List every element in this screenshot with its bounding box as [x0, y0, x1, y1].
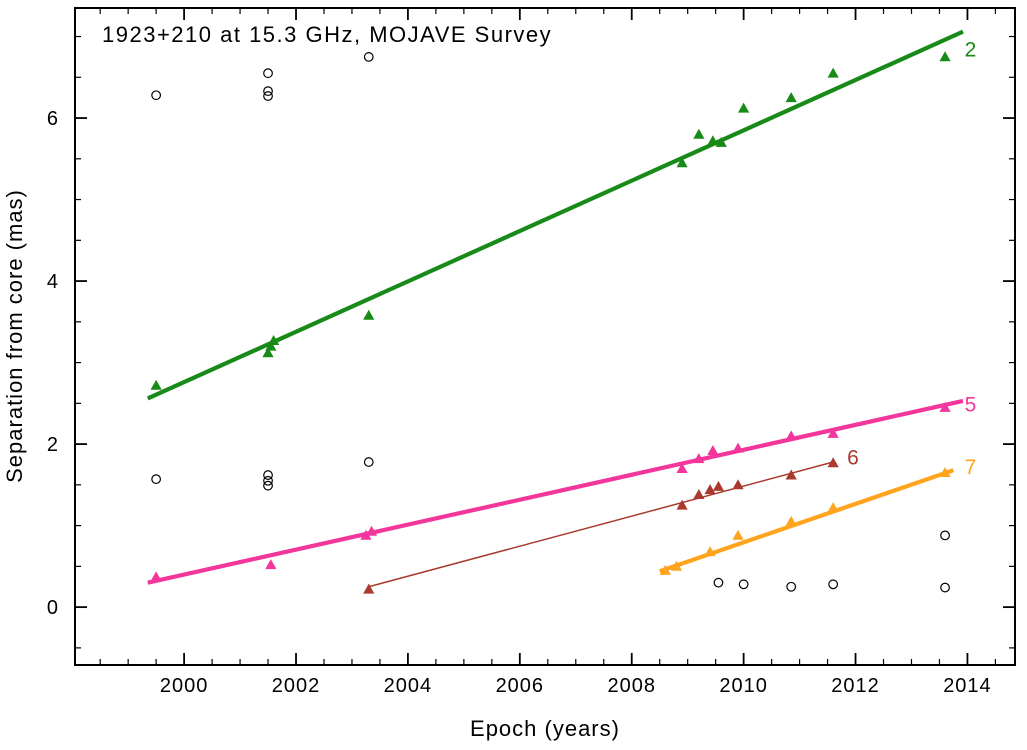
series-5-point — [939, 401, 951, 412]
series-5-point — [732, 442, 744, 453]
series-6-point — [693, 489, 705, 500]
series-6-point — [363, 583, 375, 594]
x-axis-label: Epoch (years) — [470, 716, 620, 741]
plot-area: 2000 2002 2004 2006 2008 2010 2012 2014 0 2 4 6 2 5 6 7 — [47, 7, 1016, 697]
series-6-point — [785, 469, 797, 480]
y-tick-labels: 0 2 4 6 — [47, 108, 59, 619]
series-5-point — [150, 571, 162, 582]
unidentified-point — [263, 91, 273, 101]
series-5-point — [676, 462, 688, 473]
unidentified-point — [713, 577, 724, 588]
x-tick-label: 2002 — [272, 675, 321, 697]
series-2-fitline — [146, 29, 964, 401]
series-2-point — [262, 347, 274, 358]
chart-title: 1923+210 at 15.3 GHz, MOJAVE Survey — [102, 22, 552, 47]
series-2-point — [268, 334, 280, 345]
series-6-point — [676, 499, 688, 510]
series-2-point — [715, 136, 727, 147]
series-6-group: 6 — [363, 446, 859, 594]
y-tick-label: 0 — [47, 597, 59, 619]
unidentified-point — [263, 68, 273, 79]
unidentified-point — [151, 90, 162, 101]
unidentified-point — [363, 457, 374, 467]
x-tick-label: 2008 — [607, 675, 656, 697]
series-5-point — [827, 427, 839, 438]
unidentified-point — [263, 475, 273, 486]
series-2-point — [693, 128, 705, 139]
series-7-point — [659, 564, 671, 575]
unidentified-point — [151, 474, 162, 485]
unidentified-point — [263, 86, 273, 97]
x-tick-label: 2012 — [831, 675, 880, 697]
series-6-point — [704, 484, 716, 495]
y-tick-label: 4 — [47, 271, 59, 293]
series-2-point — [363, 309, 375, 320]
series-2-point — [827, 67, 839, 78]
series-7-group: 7 — [659, 456, 977, 575]
unidentified-point — [786, 581, 797, 592]
series-7-label: 7 — [965, 456, 977, 479]
unidentified-point — [738, 579, 749, 590]
series-2-point — [150, 379, 162, 390]
series-7-point — [827, 502, 839, 513]
unidentified-point — [828, 579, 839, 590]
x-tick-labels: 2000 2002 2004 2006 2008 2010 2012 2014 — [160, 675, 992, 697]
series-2-point — [939, 51, 951, 62]
y-axis-label: Separation from core (mas) — [2, 189, 27, 483]
series-5-point — [365, 525, 378, 536]
series-7-point — [704, 546, 716, 557]
series-2-point — [738, 102, 750, 113]
unidentified-point — [940, 582, 950, 593]
unidentified-point — [263, 480, 273, 491]
series-7-point — [670, 560, 683, 571]
series-2-point — [785, 92, 797, 103]
unidentified-point — [940, 530, 950, 541]
unidentified-point — [363, 52, 374, 62]
plot-frame — [74, 7, 1016, 666]
x-tick-label: 2006 — [496, 675, 545, 697]
y-tick-label: 2 — [47, 434, 59, 456]
x-tick-label: 2014 — [943, 675, 992, 697]
series-2-point — [265, 340, 277, 351]
series-2-group: 2 — [146, 29, 977, 401]
unidentified-point — [263, 470, 273, 480]
series-6-point — [827, 457, 839, 468]
series-7-point — [785, 515, 797, 526]
unidentified-components-group — [151, 52, 950, 593]
x-tick-label: 2004 — [384, 675, 433, 697]
series-6-point — [732, 479, 744, 490]
series-6-label: 6 — [847, 446, 859, 469]
series-5-point — [707, 445, 719, 456]
series-5-point — [360, 529, 372, 540]
series-6-point — [712, 480, 725, 491]
series-2-point — [707, 135, 719, 146]
x-tick-label: 2010 — [719, 675, 768, 697]
series-5-fitline — [147, 398, 964, 585]
y-tick-label: 6 — [47, 108, 59, 130]
series-2-point — [676, 157, 688, 168]
series-7-fitline — [659, 468, 955, 574]
axis-ticks — [75, 8, 1015, 665]
series-7-point — [939, 467, 951, 478]
series-5-point — [785, 430, 797, 441]
x-tick-label: 2000 — [160, 675, 209, 697]
series-2-label: 2 — [965, 39, 977, 62]
series-7-point — [732, 529, 744, 540]
series-5-point — [693, 453, 705, 464]
series-5-label: 5 — [965, 393, 977, 416]
series-5-point — [265, 559, 277, 570]
series-5-group: 5 — [147, 393, 977, 585]
series-6-fitline — [368, 461, 834, 588]
